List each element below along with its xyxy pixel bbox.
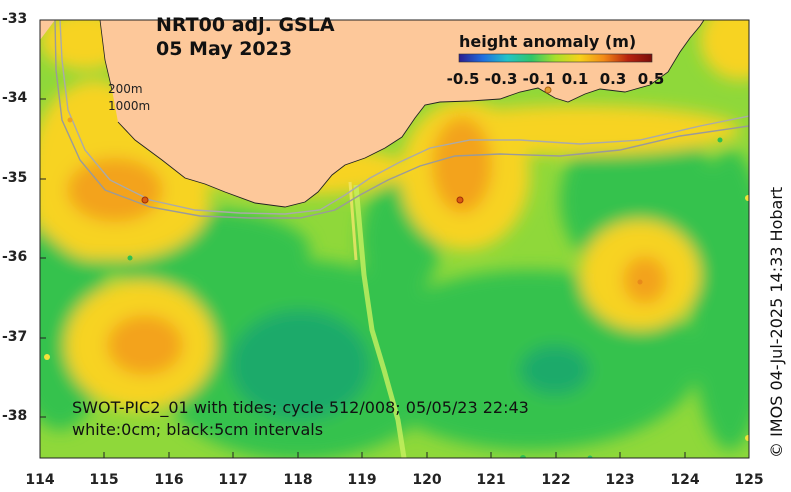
colorbar-tick-label: 0.5: [637, 70, 665, 88]
ytick-label: -33: [2, 11, 28, 27]
xtick-label: 125: [734, 472, 764, 488]
mid-anomaly-ne-corner: [700, 20, 749, 80]
obs-marker: [127, 255, 133, 261]
contour-annotation: white:0cm; black:5cm intervals: [72, 420, 324, 439]
plot-area: [40, 20, 749, 458]
imos-credit: © IMOS 04-Jul-2025 14:33 Hobart: [767, 186, 786, 458]
xtick-label: 116: [154, 472, 184, 488]
swot-swath-track-inner: [348, 181, 358, 261]
xtick-label: 121: [476, 472, 506, 488]
xtick-label: 117: [218, 472, 248, 488]
obs-marker: [520, 455, 526, 458]
ytick-label: -34: [2, 90, 28, 106]
xtick-label: 118: [283, 472, 313, 488]
axis-ticks: [39, 19, 750, 458]
obs-marker: [637, 279, 643, 285]
obs-marker: [717, 137, 723, 143]
obs-marker: [44, 354, 50, 360]
isobath-label-200m: 200m: [108, 82, 143, 96]
colorbar: [458, 53, 653, 63]
high-anomaly-east: [623, 256, 667, 304]
ytick-label: -38: [2, 408, 28, 424]
map-title: NRT00 adj. GSLA: [156, 14, 335, 36]
obs-marker: [67, 117, 73, 123]
isobath-1000m: [54, 20, 749, 219]
ytick-label: -36: [2, 249, 28, 265]
xtick-label: 124: [670, 472, 700, 488]
anomaly-field: [40, 20, 749, 458]
obs-marker: [456, 196, 464, 204]
colorbar-tick-label: 0.1: [561, 70, 589, 88]
isobath-label-1000m: 1000m: [108, 99, 151, 113]
mid-anomaly-coastal-band-east: [420, 105, 740, 155]
obs-marker: [745, 435, 749, 441]
xtick-label: 119: [347, 472, 377, 488]
obs-marker: [745, 195, 749, 201]
map-date: 05 May 2023: [156, 38, 293, 60]
ytick-label: -37: [2, 329, 28, 345]
colorbar-title: height anomaly (m): [459, 32, 637, 51]
swot-swath-track: [353, 184, 407, 458]
xtick-label: 114: [25, 472, 55, 488]
high-anomaly-west: [67, 158, 163, 222]
high-anomaly-central: [432, 117, 492, 213]
lowest-anomaly-south-east: [520, 345, 590, 395]
xtick-label: 123: [605, 472, 635, 488]
colorbar-tick-label: -0.3: [484, 70, 518, 88]
colorbar-tick-label: 0.3: [599, 70, 627, 88]
swot-annotation: SWOT-PIC2_01 with tides; cycle 512/008; …: [72, 398, 529, 417]
colorbar-tick-label: -0.5: [446, 70, 480, 88]
obs-marker: [587, 455, 593, 458]
obs-marker: [141, 196, 149, 204]
xtick-label: 120: [412, 472, 442, 488]
high-anomaly-south-west: [107, 315, 183, 375]
coastline-west: [40, 20, 113, 91]
colorbar-tick-label: -0.1: [522, 70, 556, 88]
coastline-south: [117, 20, 705, 208]
plot-frame: [39, 19, 750, 459]
xtick-label: 122: [541, 472, 571, 488]
ytick-label: -35: [2, 170, 28, 186]
low-anomaly-east-edge: [690, 150, 749, 450]
isobath-200m: [59, 20, 749, 215]
lowest-anomaly-south-central: [230, 310, 370, 420]
xtick-label: 115: [89, 472, 119, 488]
australia-land: [40, 20, 704, 207]
obs-marker: [544, 86, 552, 94]
